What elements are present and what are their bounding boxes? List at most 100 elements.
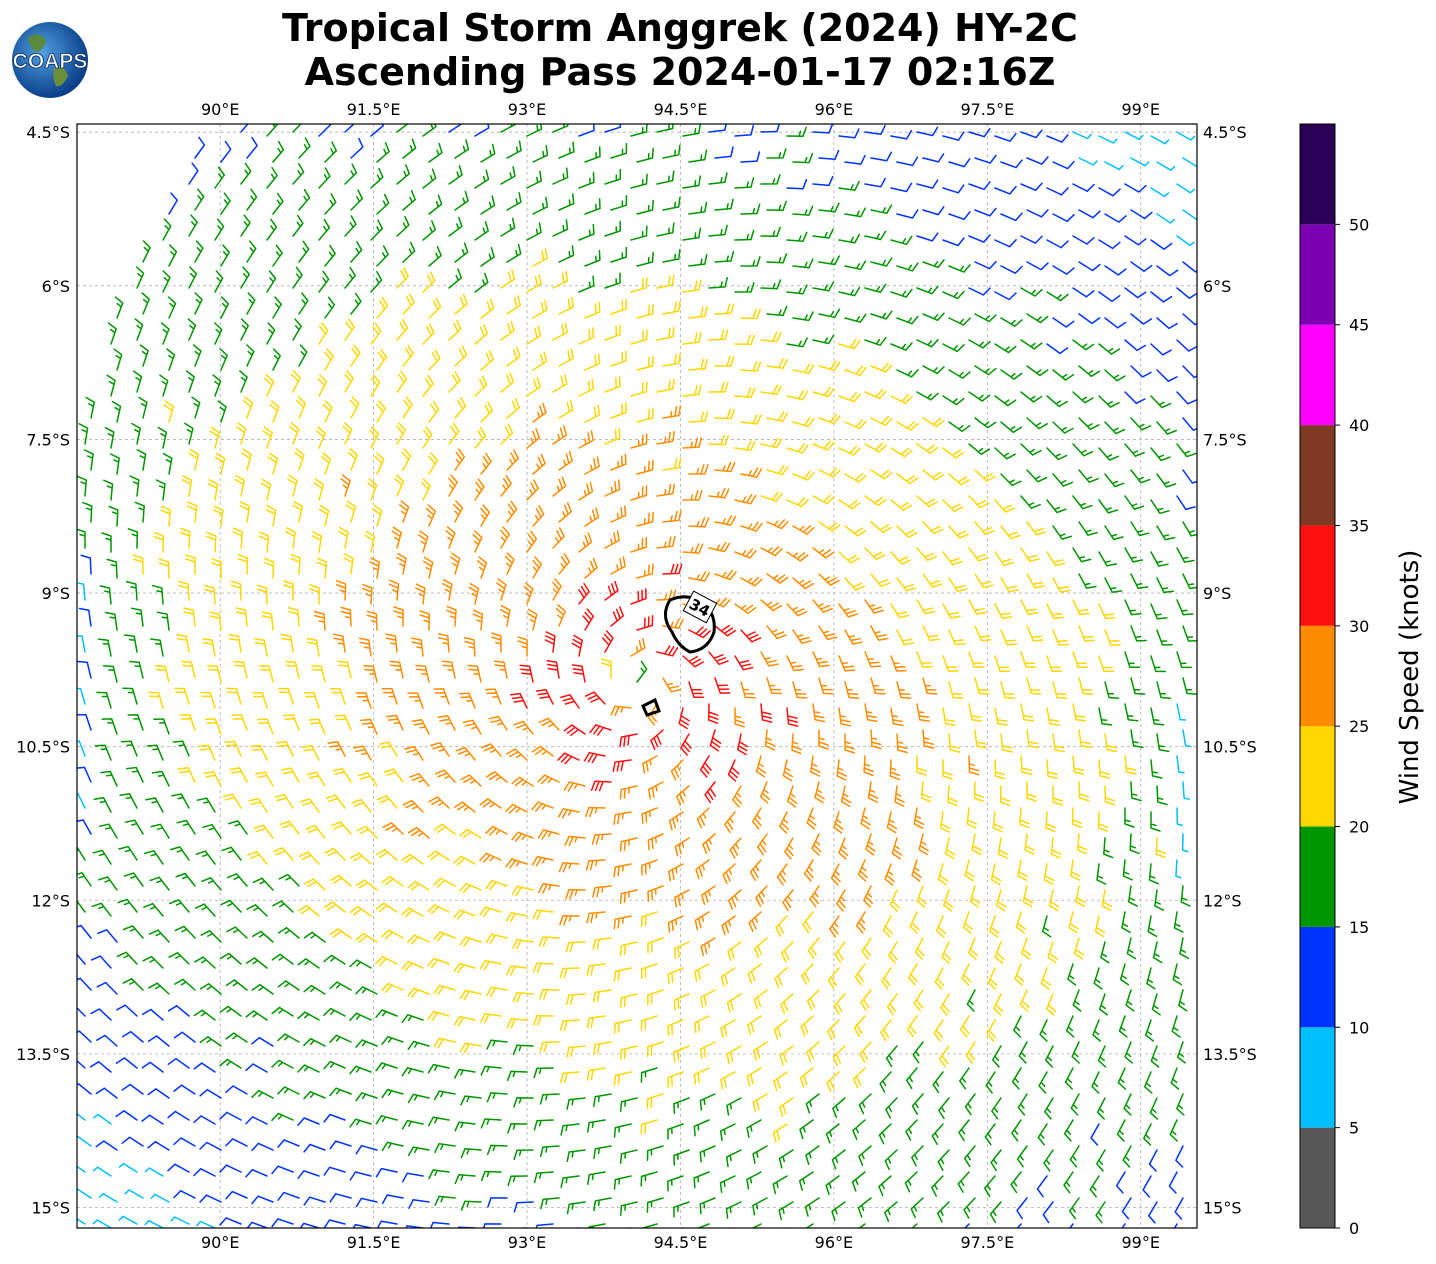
wind-barb bbox=[349, 906, 372, 917]
wind-barb bbox=[486, 1039, 508, 1050]
wind-barb bbox=[241, 448, 252, 471]
wind-barb bbox=[425, 504, 437, 527]
wind-barb bbox=[1104, 369, 1126, 382]
wind-barb bbox=[1098, 447, 1120, 461]
wind-barb bbox=[708, 651, 729, 666]
wind-barb bbox=[563, 781, 586, 792]
wind-barb bbox=[506, 500, 518, 523]
wind-barb bbox=[804, 1197, 820, 1217]
wind-barb bbox=[415, 664, 430, 683]
wind-barb bbox=[511, 831, 534, 842]
wind-barb bbox=[484, 688, 502, 705]
wind-barb bbox=[512, 991, 534, 1003]
wind-barb bbox=[118, 1215, 138, 1225]
wind-barb bbox=[370, 124, 384, 137]
wind-barb bbox=[116, 1004, 138, 1017]
wind-barb bbox=[294, 448, 305, 471]
wind-barb bbox=[428, 796, 450, 809]
wind-barb bbox=[1043, 1149, 1054, 1172]
wind-barb bbox=[948, 473, 970, 486]
wind-barb bbox=[408, 1198, 430, 1209]
wind-barb bbox=[792, 681, 808, 699]
wind-barb bbox=[760, 703, 773, 723]
wind-barb bbox=[966, 989, 976, 1012]
wind-barb bbox=[714, 624, 737, 637]
wind-barb bbox=[511, 776, 534, 787]
wind-barb bbox=[144, 850, 164, 865]
wind-barb bbox=[479, 852, 502, 863]
wind-barb bbox=[667, 1071, 684, 1088]
wind-barb bbox=[704, 781, 717, 804]
wind-barb bbox=[228, 820, 248, 835]
wind-barb bbox=[708, 224, 728, 237]
wind-barb bbox=[1052, 525, 1073, 540]
wind-barb bbox=[630, 485, 648, 501]
wind-barb bbox=[194, 188, 205, 211]
wind-barb bbox=[166, 348, 176, 371]
wind-barb bbox=[285, 527, 296, 549]
wind-barb bbox=[422, 271, 436, 293]
wind-barb bbox=[480, 743, 502, 757]
wind-barb bbox=[476, 556, 488, 579]
wind-barb bbox=[344, 215, 357, 237]
wind-barb bbox=[838, 837, 849, 860]
wind-barb bbox=[714, 198, 734, 211]
wind-barb bbox=[1130, 573, 1149, 590]
wind-barb bbox=[728, 889, 742, 910]
wind-barb bbox=[604, 530, 620, 549]
wind-barb bbox=[1046, 291, 1069, 302]
wind-barb bbox=[347, 448, 358, 471]
wind-barb bbox=[454, 397, 467, 419]
wind-barb bbox=[1072, 339, 1095, 351]
wind-barb bbox=[480, 247, 495, 267]
wind-barb bbox=[77, 953, 86, 965]
wind-barb bbox=[401, 1067, 424, 1077]
wind-barb bbox=[870, 310, 893, 320]
wind-barb bbox=[1123, 1093, 1132, 1116]
wind-barb bbox=[141, 1114, 164, 1125]
wind-barb bbox=[148, 929, 170, 943]
wind-barb bbox=[859, 1041, 872, 1063]
wind-barb bbox=[740, 203, 761, 215]
wind-barb bbox=[1182, 469, 1197, 484]
wind-barb bbox=[191, 396, 201, 419]
wind-barb bbox=[1124, 131, 1144, 141]
wind-barb bbox=[239, 501, 251, 523]
wind-barb bbox=[565, 993, 586, 1006]
wind-barb bbox=[1098, 291, 1121, 303]
wind-barb bbox=[245, 1010, 268, 1021]
wind-barb bbox=[407, 1040, 430, 1051]
wind-barb bbox=[1078, 469, 1099, 483]
wind-barb bbox=[480, 1012, 502, 1024]
wind-barb bbox=[937, 1149, 950, 1171]
wind-barb bbox=[428, 194, 443, 215]
wind-barb bbox=[1017, 859, 1028, 882]
wind-barb bbox=[838, 551, 860, 564]
wind-barb bbox=[994, 759, 1006, 780]
lat-tick-label-right: 6°S bbox=[1203, 277, 1231, 296]
wind-barb bbox=[532, 505, 545, 527]
lon-tick-label-bottom: 97.5°E bbox=[960, 1233, 1014, 1252]
wind-barb bbox=[827, 967, 840, 989]
wind-barb bbox=[964, 1093, 976, 1116]
wind-barb bbox=[667, 915, 684, 933]
wind-barb bbox=[272, 296, 282, 319]
wind-barb bbox=[433, 688, 450, 705]
wind-barb bbox=[825, 1123, 840, 1144]
wind-barb bbox=[1174, 1197, 1184, 1220]
wind-barb bbox=[1169, 1119, 1178, 1142]
wind-barb bbox=[805, 1093, 820, 1114]
wind-barb bbox=[532, 196, 549, 215]
wind-barb bbox=[1176, 495, 1196, 511]
wind-barb bbox=[322, 400, 333, 423]
wind-barb bbox=[266, 270, 277, 293]
wind-barb bbox=[474, 478, 485, 501]
wind-barb bbox=[407, 1093, 430, 1104]
wind-barb bbox=[335, 579, 347, 601]
wind-barb bbox=[225, 1085, 248, 1095]
plot-frame bbox=[76, 123, 1198, 1229]
wind-barb bbox=[214, 270, 224, 293]
wind-barb bbox=[1124, 807, 1135, 828]
wind-barb bbox=[727, 941, 742, 962]
wind-barb bbox=[369, 426, 380, 449]
